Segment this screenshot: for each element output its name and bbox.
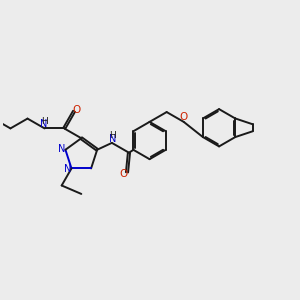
Text: O: O — [72, 105, 80, 115]
Text: O: O — [180, 112, 188, 122]
Text: H: H — [109, 131, 116, 140]
Text: N: N — [40, 119, 48, 129]
Text: H: H — [40, 117, 47, 126]
Text: N: N — [58, 144, 66, 154]
Text: N: N — [109, 134, 116, 144]
Text: N: N — [64, 164, 72, 174]
Text: O: O — [119, 169, 128, 179]
